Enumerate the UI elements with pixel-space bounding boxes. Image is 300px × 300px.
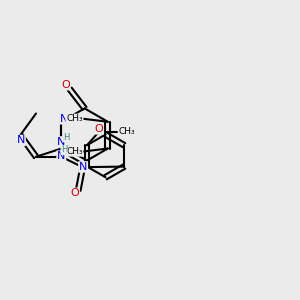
Text: N: N [60, 114, 68, 124]
Text: CH₃: CH₃ [66, 114, 83, 123]
Text: CH₃: CH₃ [66, 147, 83, 156]
Text: N: N [17, 136, 25, 146]
Text: O: O [94, 124, 103, 134]
Text: O: O [70, 188, 79, 198]
Text: N: N [57, 137, 66, 147]
Text: H: H [64, 133, 70, 142]
Text: N: N [79, 162, 87, 172]
Text: CH₃: CH₃ [118, 127, 135, 136]
Text: N: N [57, 151, 65, 161]
Text: O: O [61, 80, 70, 90]
Text: H: H [61, 146, 68, 154]
